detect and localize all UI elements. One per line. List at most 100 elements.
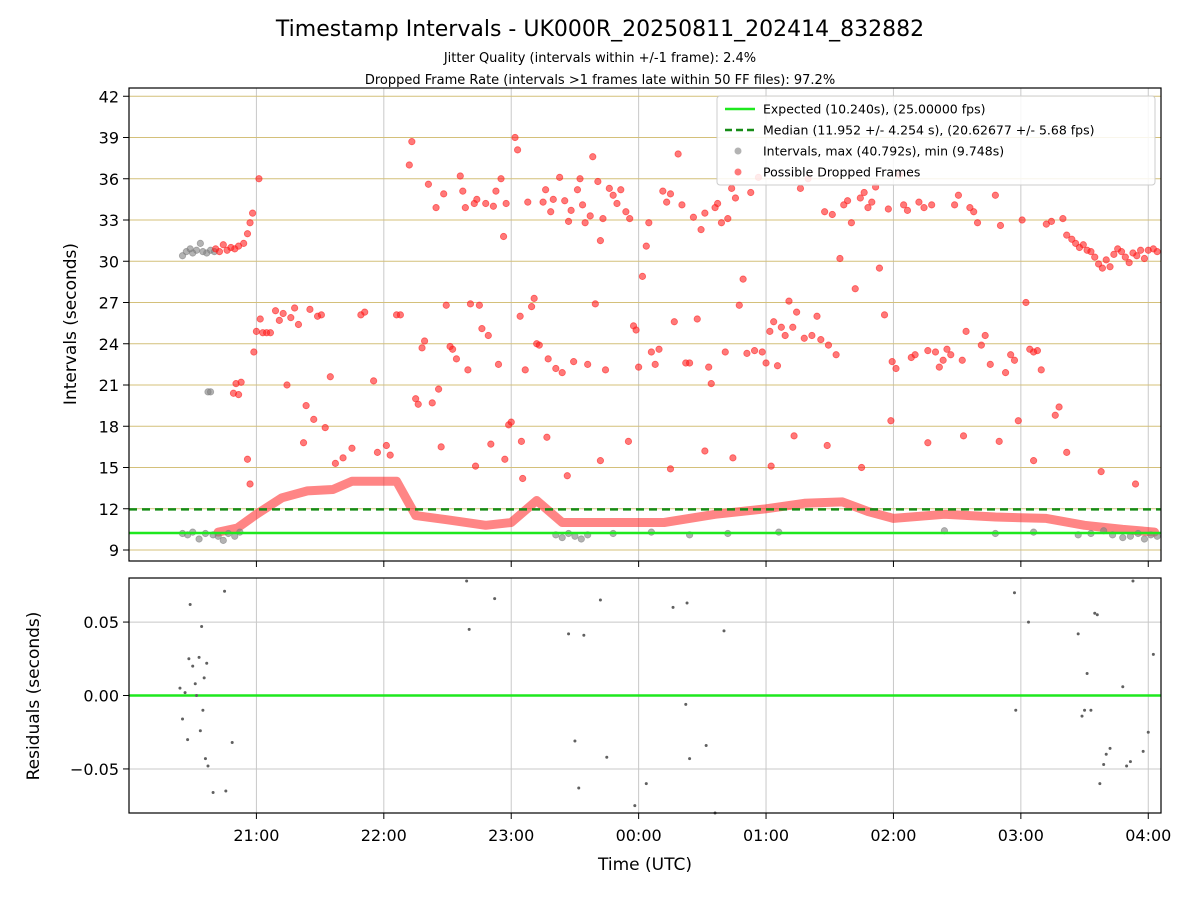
dropped-frame-dense-band: [213, 476, 1160, 537]
dropped-frame-point: [1106, 263, 1114, 271]
residual-point: [1093, 611, 1097, 615]
dropped-frame-point: [800, 334, 808, 342]
dropped-frame-point: [519, 474, 527, 483]
dropped-frame-point: [517, 437, 526, 445]
interval-point: [1140, 535, 1149, 543]
dropped-frame-point: [991, 191, 999, 199]
dropped-frame-point: [903, 206, 912, 214]
dropped-frame-point: [626, 215, 634, 223]
dropped-frame-point: [707, 380, 715, 388]
dropped-frame-point: [747, 188, 755, 197]
dropped-frame-point: [977, 341, 985, 349]
legend-intervals-label: Intervals, max (40.792s), min (9.748s): [763, 144, 1004, 159]
residual-point: [573, 739, 577, 743]
dropped-frame-point: [596, 457, 605, 465]
dropped-frame-point: [728, 184, 736, 192]
dropped-frame-point: [246, 219, 254, 227]
dropped-frame-point: [489, 202, 497, 210]
residual-point: [1102, 763, 1106, 767]
dropped-frame-point: [995, 437, 1003, 445]
residual-point: [201, 708, 205, 712]
dropped-frame-point: [424, 180, 433, 188]
dropped-frame-point: [240, 239, 248, 247]
dropped-frame-point: [767, 462, 775, 470]
dropped-frame-point: [674, 150, 682, 158]
dropped-frame-point: [1007, 351, 1015, 359]
residuals-y-label: Residuals (seconds): [24, 612, 44, 781]
dropped-frame-point: [860, 188, 868, 197]
intervals-plot-frame: [128, 87, 1162, 562]
dropped-frame-point: [599, 215, 607, 223]
residual-point: [1080, 714, 1084, 718]
dropped-frame-point: [473, 195, 481, 203]
dropped-frame-point: [291, 304, 299, 312]
residual-point: [197, 655, 201, 659]
residual-point: [211, 790, 215, 794]
dropped-frame-point: [762, 359, 770, 367]
dropped-frame-point: [442, 301, 450, 309]
dropped-frame-point: [331, 459, 339, 467]
dropped-frame-point: [1133, 252, 1141, 260]
residual-point: [671, 605, 675, 609]
dropped-frame-point: [1137, 246, 1145, 254]
dropped-frame-point: [624, 437, 633, 445]
dropped-frame-point: [617, 186, 625, 194]
dropped-frame-point: [1059, 215, 1067, 223]
dropped-frame-point: [981, 331, 989, 340]
dropped-frame-point: [279, 309, 287, 318]
dropped-frame-point: [591, 300, 599, 308]
dropped-frame-point: [781, 331, 789, 340]
dropped-frame-point: [950, 201, 959, 209]
dropped-frame-point: [396, 311, 404, 319]
dropped-frame-point: [418, 344, 426, 352]
dropped-frame-point: [1125, 259, 1133, 267]
dropped-frame-point: [758, 348, 766, 356]
dropped-frame-point: [497, 175, 505, 183]
intervals-y-tick-label: 15: [99, 459, 119, 478]
dropped-frame-point: [1055, 403, 1063, 411]
dropped-frame-point: [234, 391, 243, 399]
dropped-frame-point: [275, 316, 283, 324]
intervals-y-label: Intervals (seconds): [61, 243, 81, 405]
dropped-frame-point: [924, 439, 932, 447]
dropped-frame-point: [530, 294, 538, 302]
x-tick-label: 21:00: [233, 826, 279, 845]
dropped-frame-point: [915, 198, 923, 206]
residuals-y-ticks: −0.05 0.00 0.05: [70, 613, 129, 779]
dropped-frame-point: [847, 219, 856, 227]
intervals-y-tick-label: 18: [99, 417, 119, 436]
legend-intervals-swatch: [734, 147, 742, 155]
dropped-frame-point: [570, 358, 578, 366]
dropped-frame-point: [539, 198, 547, 206]
x-tick-label: 02:00: [870, 826, 916, 845]
dropped-frame-point: [789, 323, 797, 331]
dropped-frame-point: [494, 360, 503, 368]
intervals-y-tick-label: 33: [99, 211, 119, 230]
dropped-frame-point: [558, 369, 566, 377]
residual-point: [198, 729, 202, 733]
dropped-frame-point: [573, 186, 582, 194]
dropped-frame-point: [271, 307, 280, 315]
dropped-frame-point: [880, 311, 889, 319]
dropped-frame-point: [408, 138, 416, 146]
dropped-frame-point: [246, 480, 254, 488]
intervals-y-tick-label: 39: [99, 129, 119, 148]
dropped-frame-point: [1079, 241, 1087, 249]
residual-point: [1014, 708, 1018, 712]
residuals-y-tick-label: 0.05: [83, 613, 119, 632]
dropped-frame-point: [785, 297, 793, 305]
dropped-frame-point: [434, 385, 443, 393]
dropped-frame-point: [868, 198, 876, 206]
residual-point: [685, 601, 689, 605]
dropped-frame-point: [464, 366, 472, 374]
legend-dropped-label: Possible Dropped Frames: [763, 165, 920, 180]
residual-point: [1121, 685, 1125, 689]
dropped-frame-point: [996, 221, 1005, 230]
x-tick-label: 22:00: [361, 826, 407, 845]
intervals-y-tick-label: 12: [99, 500, 119, 519]
dropped-frame-point: [958, 356, 966, 364]
dropped-frame-point: [823, 441, 831, 450]
residual-point: [1131, 579, 1135, 583]
dropped-frame-point: [701, 447, 709, 455]
dropped-frame-point: [900, 201, 908, 209]
